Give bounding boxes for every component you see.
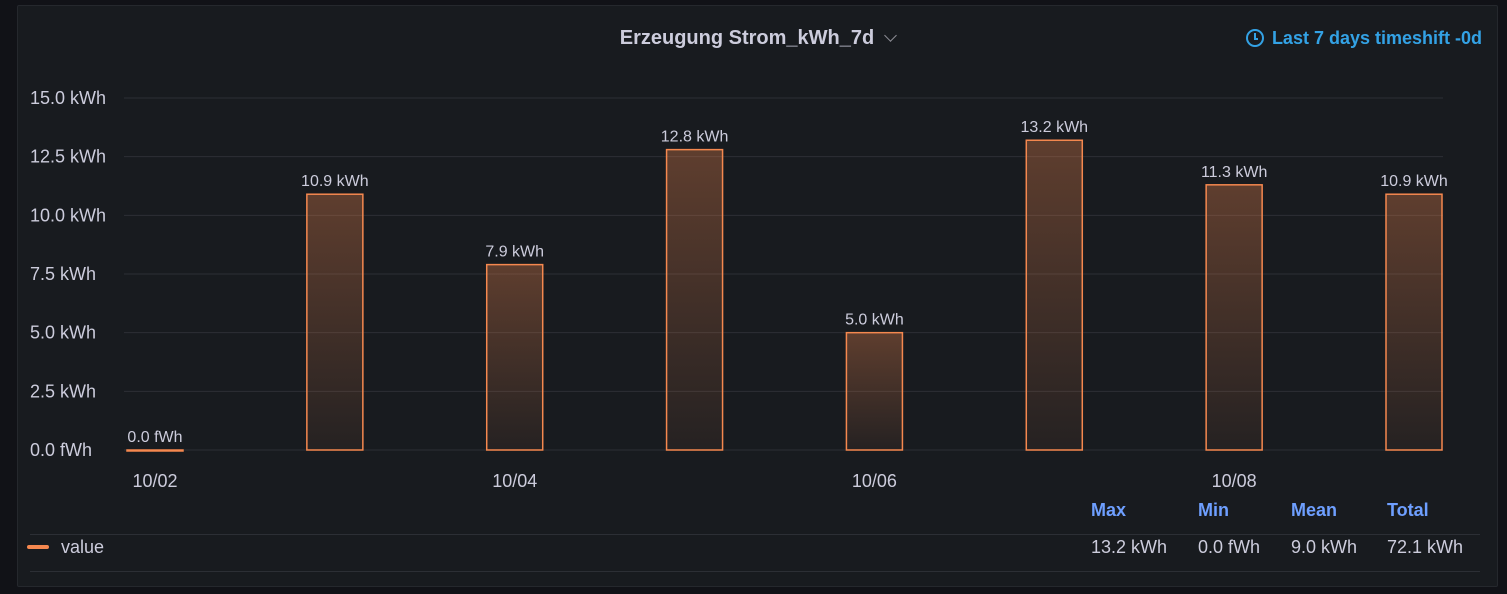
bar-value-label: 5.0 kWh	[845, 312, 904, 329]
legend-item-value[interactable]: value	[61, 537, 105, 557]
panel-header: Erzeugung Strom_kWh_7d	[18, 24, 1497, 52]
bar[interactable]	[665, 148, 724, 451]
bar[interactable]	[126, 449, 184, 452]
y-axis-tick-labels: 0.0 fWh 2.5 kWh 5.0 kWh 7.5 kWh 10.0 kWh 12.5…	[30, 88, 106, 460]
legend-value-min: 0.0 fWh	[1198, 537, 1261, 557]
bar-value-label: 13.2 kWh	[1020, 119, 1088, 136]
x-axis-tick-labels: 10/02 10/04 10/06 10/08	[132, 471, 1256, 491]
time-range-info: Last 7 days timeshift -0d	[1245, 24, 1482, 52]
legend-header-mean[interactable]: Mean	[1291, 500, 1338, 520]
legend-header-max[interactable]: Max	[1091, 500, 1127, 520]
x-tick-label: 10/02	[132, 471, 177, 491]
legend-swatch[interactable]	[27, 545, 49, 549]
legend-value-max: 13.2 kWh	[1091, 537, 1168, 557]
bar-value-label: 12.8 kWh	[661, 129, 729, 146]
y-tick-label: 5.0 kWh	[30, 323, 96, 343]
bar-value-label: 10.9 kWh	[301, 173, 369, 190]
legend-value-mean: 9.0 kWh	[1291, 537, 1358, 557]
legend-divider-bottom	[30, 571, 1480, 572]
y-tick-label: 12.5 kWh	[30, 147, 106, 167]
y-tick-label: 15.0 kWh	[30, 88, 106, 108]
panel-title-menu[interactable]: Erzeugung Strom_kWh_7d	[619, 24, 898, 52]
legend-divider-top	[30, 534, 1480, 535]
bar[interactable]	[306, 193, 364, 451]
time-range-label: Last 7 days timeshift -0d	[1271, 28, 1482, 48]
y-tick-label: 0.0 fWh	[30, 440, 92, 460]
panel-title[interactable]: Erzeugung Strom_kWh_7d	[619, 27, 875, 49]
bar[interactable]	[1025, 139, 1084, 451]
y-tick-label: 2.5 kWh	[30, 381, 96, 401]
bar-value-label: 11.3 kWh	[1201, 164, 1267, 181]
bar[interactable]	[1205, 184, 1263, 451]
x-tick-label: 10/08	[1212, 471, 1257, 491]
bar[interactable]	[1385, 193, 1443, 451]
clock-icon	[1245, 29, 1264, 47]
legend-value-total: 72.1 kWh	[1387, 537, 1464, 557]
y-tick-label: 10.0 kWh	[30, 205, 106, 225]
bar-value-label: 10.9 kWh	[1380, 173, 1448, 190]
y-tick-label: 7.5 kWh	[30, 264, 96, 284]
bar-value-label: 0.0 fWh	[127, 429, 182, 446]
bar[interactable]	[845, 331, 904, 451]
legend-header-min[interactable]: Min	[1198, 500, 1229, 520]
bar[interactable]	[485, 263, 544, 451]
bar-value-label: 7.9 kWh	[485, 244, 544, 261]
bars	[126, 139, 1443, 452]
legend-header-total[interactable]: Total	[1387, 500, 1429, 520]
x-tick-label: 10/04	[492, 471, 537, 491]
bar-value-labels: 0.0 fWh 10.9 kWh 7.9 kWh 12.8 kWh 5.0 kWh 13.…	[127, 119, 1447, 446]
x-tick-label: 10/06	[852, 471, 897, 491]
